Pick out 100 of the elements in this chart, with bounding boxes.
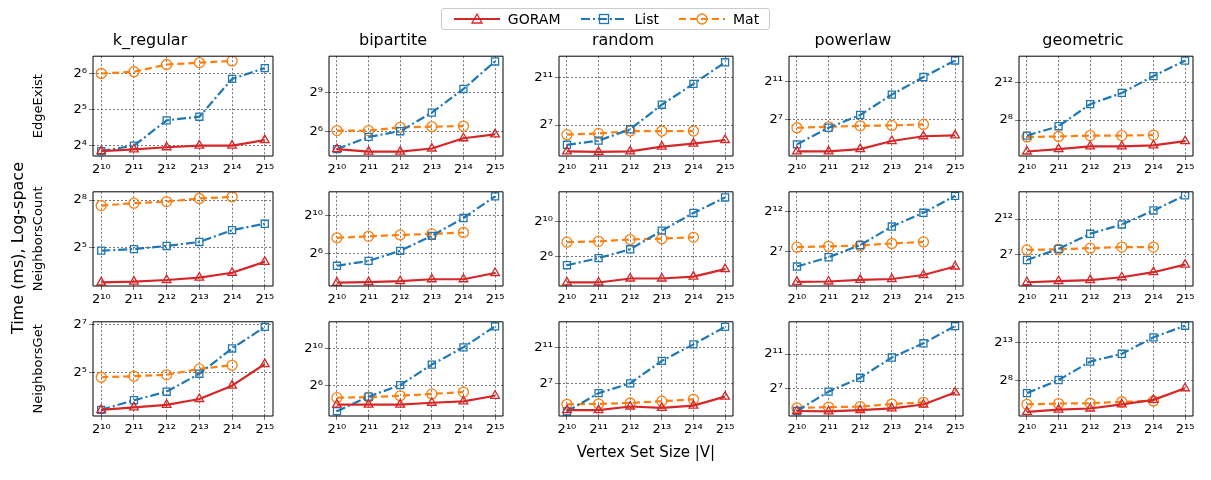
point	[1052, 397, 1065, 410]
point	[193, 363, 206, 375]
point	[95, 371, 107, 383]
point	[95, 199, 107, 212]
x-tick-label: 2¹³	[422, 291, 442, 307]
x-tick-label: 2¹²	[620, 291, 640, 307]
point	[625, 145, 636, 155]
x-tick-label: 2¹¹	[124, 161, 144, 177]
point	[1084, 242, 1096, 254]
point	[1021, 276, 1032, 286]
x-tick-label: 2¹⁴	[222, 421, 242, 437]
point	[226, 56, 238, 67]
point	[626, 379, 635, 388]
point	[594, 388, 603, 398]
y-tick-label: 2⁸	[73, 191, 87, 207]
point	[1180, 135, 1191, 145]
point	[1149, 333, 1158, 342]
point	[1022, 388, 1032, 398]
point	[720, 322, 730, 332]
point	[687, 125, 700, 137]
y-tick-label: 2⁸	[999, 111, 1013, 127]
x-tick-label: 2¹⁰	[787, 421, 807, 437]
point	[855, 143, 866, 153]
point	[260, 322, 269, 332]
point	[331, 276, 342, 286]
y-tick-label: 2⁶	[309, 245, 323, 261]
x-tick-label: 2¹²	[1080, 161, 1100, 177]
point	[792, 140, 802, 149]
point	[227, 267, 238, 276]
point	[1148, 139, 1159, 149]
point	[396, 380, 405, 390]
point	[626, 245, 635, 254]
point	[657, 100, 667, 109]
y-tick-label: 2¹²	[994, 210, 1013, 226]
point	[362, 230, 375, 242]
point	[227, 225, 237, 235]
y-tick-label: 2¹¹	[534, 68, 553, 84]
x-tick-label: 2¹⁵	[715, 291, 735, 307]
point	[886, 402, 897, 412]
x-tick-label: 2¹⁰	[91, 291, 111, 307]
point	[918, 130, 929, 140]
point	[1180, 382, 1191, 392]
point	[457, 226, 470, 239]
point	[562, 261, 572, 270]
x-tick-label: 2¹¹	[359, 161, 378, 177]
point	[720, 58, 730, 67]
y-tick-label: 2⁷	[769, 243, 783, 259]
x-tick-label: 2¹²	[157, 421, 177, 437]
x-tick-label: 2¹⁴	[1144, 421, 1163, 437]
point	[259, 134, 270, 144]
x-tick-label: 2¹²	[620, 421, 640, 437]
point	[561, 398, 573, 410]
x-tick-label: 2¹⁵	[715, 161, 735, 177]
point	[592, 235, 605, 247]
point	[194, 393, 205, 403]
point	[458, 395, 469, 405]
x-tick-label: 2¹⁵	[945, 161, 965, 177]
point	[1054, 122, 1063, 131]
y-tick-label: 2¹²	[994, 74, 1013, 89]
point	[362, 124, 375, 137]
y-tick-label: 2⁷	[769, 111, 783, 127]
y-tick-label: 2⁹	[309, 84, 323, 100]
point	[791, 145, 802, 155]
point	[720, 134, 731, 144]
x-tick-label: 2¹⁰	[327, 421, 347, 437]
point	[227, 74, 237, 84]
x-tick-label: 2¹¹	[1049, 161, 1068, 177]
x-tick-label: 2¹⁴	[684, 291, 703, 307]
point	[562, 140, 572, 149]
point	[1053, 275, 1064, 285]
x-tick-label: 2¹³	[190, 161, 209, 177]
point	[227, 139, 238, 149]
point	[394, 390, 406, 402]
point	[823, 145, 834, 155]
point	[1117, 88, 1127, 98]
point	[1085, 274, 1096, 284]
point	[490, 57, 500, 66]
y-axis-title: NeighborsCount	[30, 186, 46, 292]
x-tick-label: 2¹²	[157, 161, 177, 177]
point	[1180, 259, 1191, 268]
point	[950, 321, 960, 331]
point	[128, 275, 139, 285]
point	[195, 112, 204, 121]
point	[856, 110, 865, 120]
x-tick-label: 2¹⁴	[454, 161, 473, 177]
x-tick-label: 2¹³	[422, 161, 442, 177]
y-tick-label: 2⁶	[309, 377, 323, 393]
point	[823, 275, 834, 285]
point	[1084, 397, 1096, 409]
point	[394, 121, 406, 133]
point	[593, 146, 604, 156]
point	[1052, 130, 1065, 143]
point	[331, 232, 343, 244]
point	[426, 142, 437, 152]
point	[688, 137, 699, 147]
x-tick-label: 2¹³	[1112, 421, 1132, 437]
x-tick-label: 2¹³	[882, 291, 902, 307]
point	[561, 276, 572, 286]
x-tick-label: 2¹⁵	[255, 161, 275, 177]
x-tick-label: 2¹⁵	[485, 291, 505, 307]
